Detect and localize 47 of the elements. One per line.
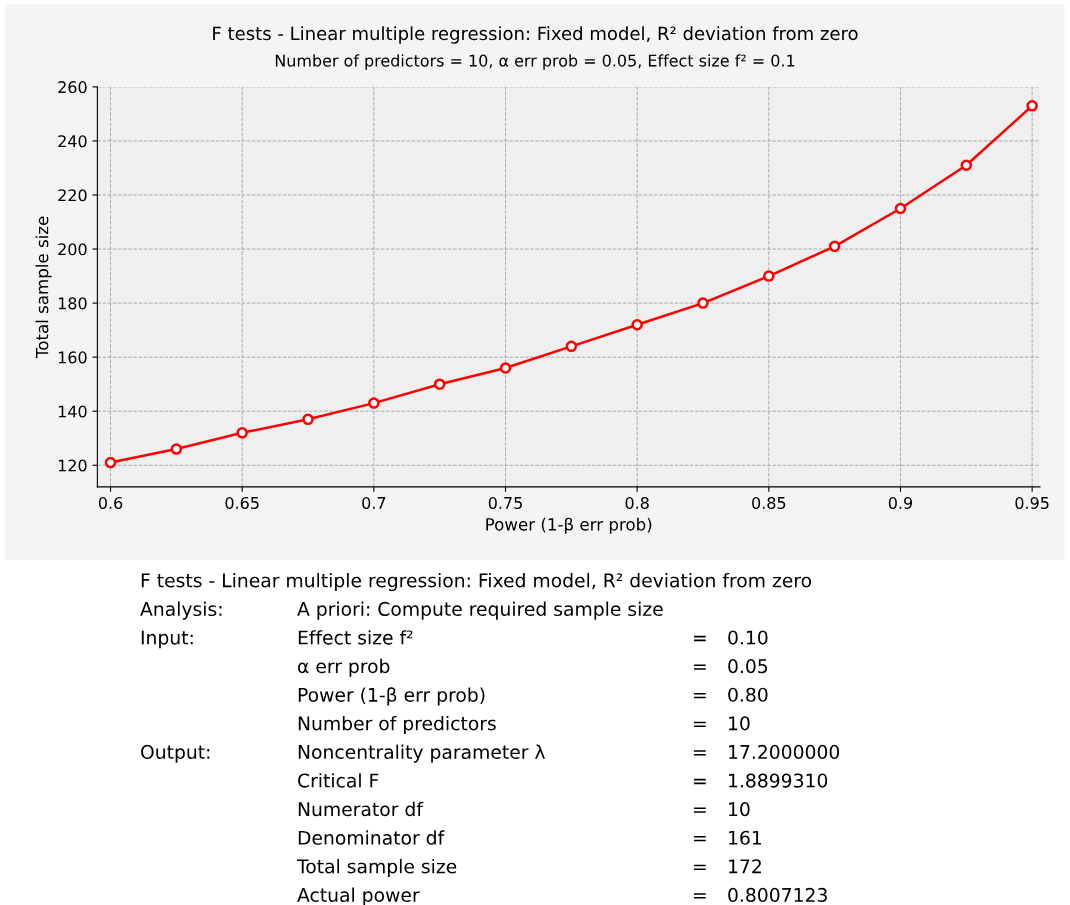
chart-title: F tests - Linear multiple regression: Fixed model, R² deviation from zero	[213, 26, 858, 44]
point	[631, 318, 643, 331]
point	[499, 362, 512, 374]
text: Total sample size = 172	[296, 858, 761, 878]
point	[104, 456, 117, 469]
x-tick-label: 0.9	[888, 496, 913, 509]
y-tick-label: 160	[58, 351, 87, 364]
point	[170, 443, 183, 455]
y-tick-label: 180	[58, 297, 87, 310]
point	[960, 159, 973, 172]
x-tick-label: 0.6	[98, 496, 123, 509]
point	[1026, 100, 1038, 112]
x-tick-label: 0.75	[488, 496, 522, 509]
point	[236, 427, 248, 439]
point	[894, 202, 907, 215]
point	[763, 270, 775, 282]
text: Input: Effect size f² = 0.10	[141, 630, 768, 649]
y-axis-title: Total sample size	[35, 216, 52, 359]
point	[302, 413, 314, 426]
text: α err prob = 0.05	[298, 658, 768, 677]
text: Output: Noncentrality parameter λ = 17.2000000	[141, 744, 840, 763]
text: Denominator df = 161	[298, 830, 762, 845]
point	[433, 378, 446, 390]
y-tick-label: 240	[58, 135, 87, 148]
x-tick-label: 0.8	[625, 496, 649, 509]
text: Analysis: A priori: Compute required sample size	[140, 601, 663, 620]
text: Critical F = 1.8899310	[298, 773, 828, 788]
text: Number of predictors = 10	[298, 715, 750, 735]
x-tick-label: 0.85	[752, 496, 786, 509]
y-tick-label: 120	[58, 459, 87, 472]
x-tick-label: 0.7	[362, 496, 386, 509]
y-tick-label: 220	[58, 189, 87, 202]
y-tick-label: 140	[58, 405, 87, 418]
text: Numerator df = 10	[298, 801, 750, 817]
point	[697, 297, 709, 309]
text: Power (1-β err prob) = 0.80	[298, 687, 768, 706]
y-tick-label: 200	[58, 243, 87, 256]
text: F tests - Linear multiple regression: Fixed model, R² deviation from zero	[141, 572, 812, 592]
y-tick-label: 260	[58, 81, 87, 94]
x-tick-label: 0.65	[225, 496, 259, 509]
text: Actual power = 0.8007123	[297, 887, 827, 905]
chart-subtitle: Number of predictors = 10, α err prob = 0.05, Effect size f² = 0.1	[275, 54, 795, 70]
point	[565, 340, 578, 353]
x-axis-title: Power (1-β err prob)	[486, 517, 652, 534]
point	[828, 240, 841, 253]
point	[368, 397, 380, 409]
x-tick-label: 0.95	[1015, 496, 1049, 509]
